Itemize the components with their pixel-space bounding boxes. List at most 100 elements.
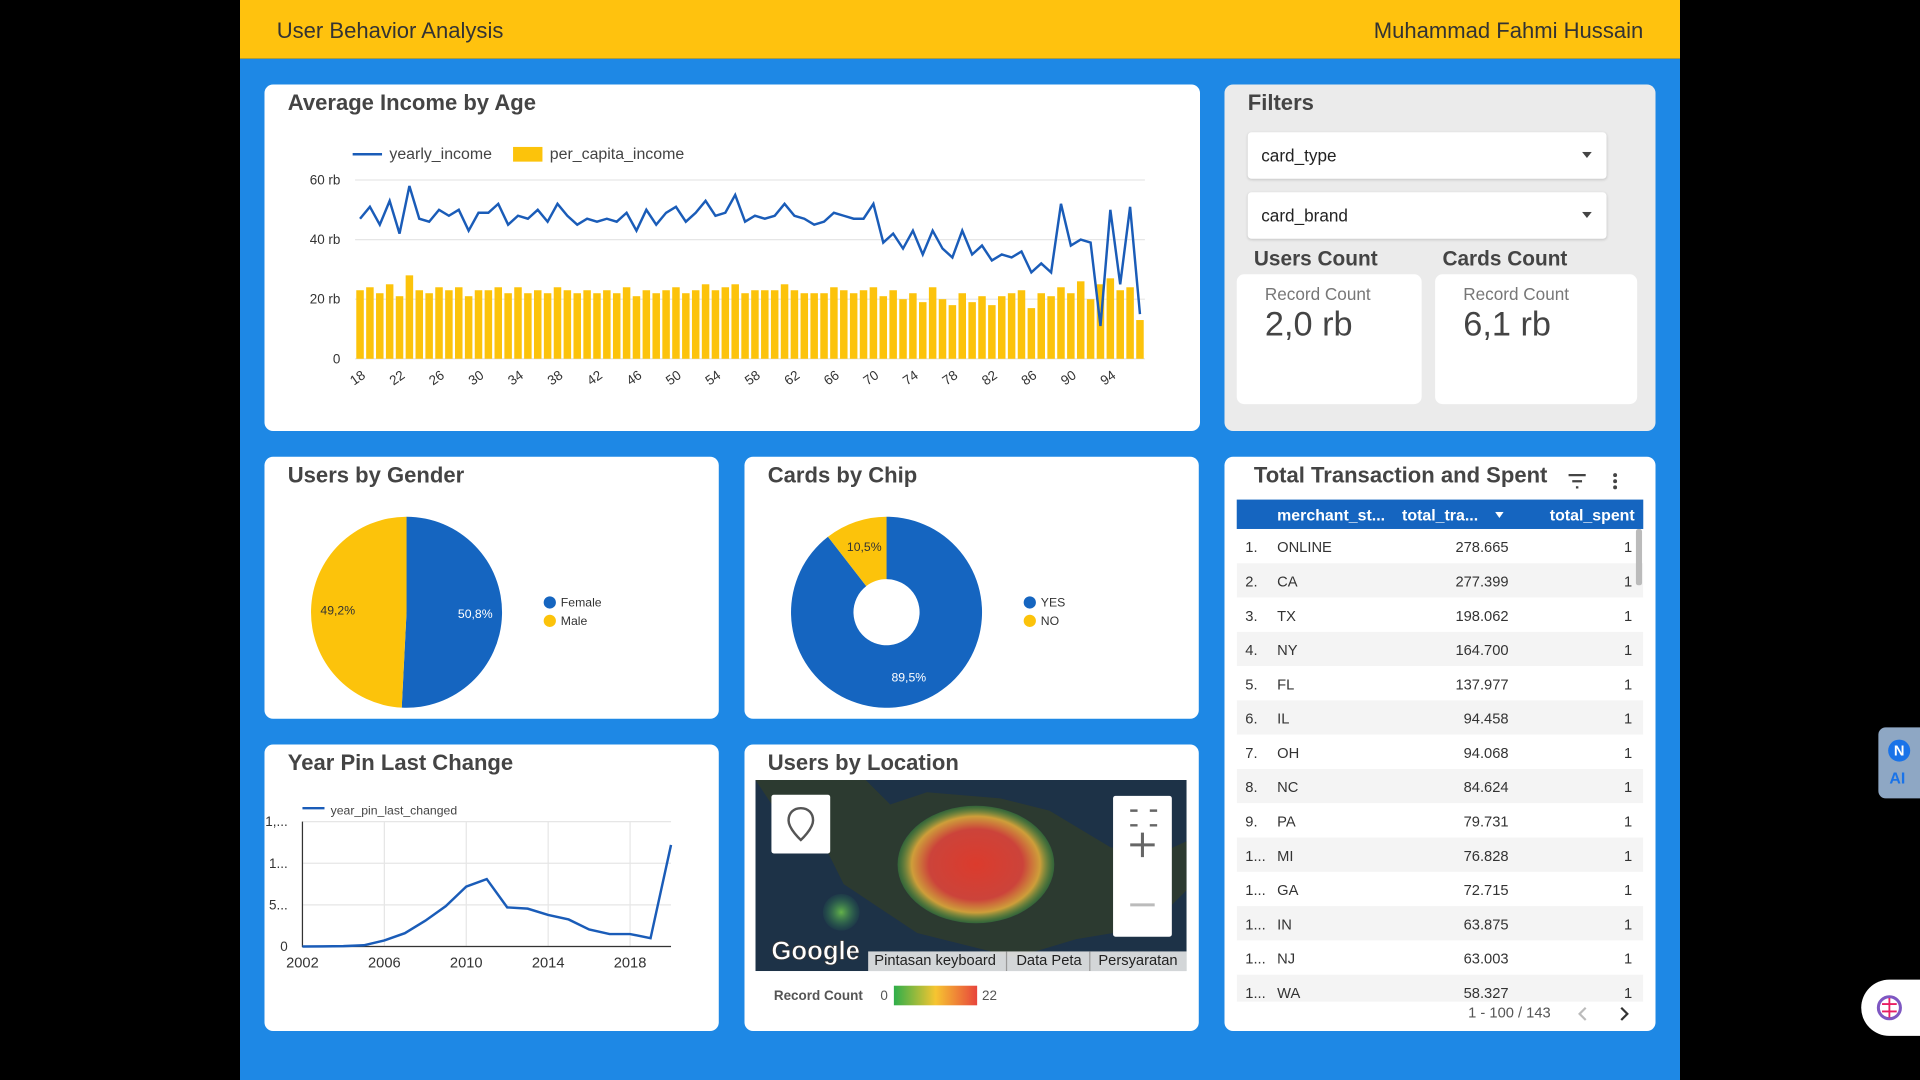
table-cell: 7. xyxy=(1245,744,1258,762)
locate-button[interactable] xyxy=(771,794,831,854)
table-cell: 198.062 xyxy=(1455,607,1509,625)
bar xyxy=(494,287,503,359)
table-cell: NY xyxy=(1277,641,1298,659)
table-cell: 3. xyxy=(1245,607,1258,625)
column-header[interactable]: total_spent xyxy=(1549,505,1635,525)
table-cell: 1 xyxy=(1624,710,1633,728)
table-cell: 1 xyxy=(1624,950,1633,968)
bar xyxy=(780,284,789,359)
bar xyxy=(849,293,858,359)
bar xyxy=(978,296,986,359)
legend-max: 22 xyxy=(982,988,997,1003)
x-tick-label: 2010 xyxy=(450,956,483,972)
bar xyxy=(800,293,809,359)
table-cell: 1 xyxy=(1624,744,1633,762)
map-link[interactable]: Pintasan keyboard xyxy=(874,953,996,969)
map-link[interactable]: Data Peta xyxy=(1016,953,1082,969)
gender-card: Users by Gender 50,8% Female 49,2% Male xyxy=(264,456,719,719)
scorecard-value: 6,1 rb xyxy=(1463,304,1551,343)
chart: 0 5... 1... 1,... 2002 2006 2010 2014 2018 year_p… xyxy=(265,804,673,972)
bar xyxy=(415,290,424,359)
table-row: 1... MI 76.828 1 xyxy=(1236,837,1644,872)
pager xyxy=(1578,1006,1629,1021)
y-tick-label: 1... xyxy=(269,856,288,871)
table-cell: NJ xyxy=(1277,950,1296,968)
table-cell: 1 xyxy=(1624,813,1633,831)
scorecard-title: Cards Count xyxy=(1442,247,1568,271)
bar xyxy=(563,290,572,359)
column-header[interactable]: merchant_st... xyxy=(1277,505,1386,525)
brain-icon xyxy=(1876,995,1902,1021)
table-row: 6. IL 94.458 1 xyxy=(1236,700,1644,735)
y-tick-label: 0 xyxy=(280,939,287,954)
bar xyxy=(662,290,670,359)
table-cell: 1 xyxy=(1624,675,1633,694)
slice xyxy=(401,516,503,708)
bar xyxy=(830,287,838,359)
prev-page[interactable] xyxy=(1578,1006,1587,1021)
dropdown[interactable]: card_type xyxy=(1247,132,1607,179)
bar xyxy=(1027,308,1036,359)
map-title: Users by Location xyxy=(767,750,959,776)
bar xyxy=(672,287,680,359)
assistant-tab[interactable]: N AI xyxy=(1878,727,1920,799)
bar xyxy=(691,290,700,359)
bar xyxy=(603,290,611,359)
table-cell: 94.068 xyxy=(1463,744,1509,762)
scorecard-label: Record Count xyxy=(1264,284,1371,304)
legend-label: NO xyxy=(1041,614,1059,628)
table-cell: 63.875 xyxy=(1463,915,1509,934)
chart-title: Cards by Chip xyxy=(767,462,918,488)
x-tick-label: 2002 xyxy=(286,956,319,972)
column-header[interactable]: total_tra... xyxy=(1402,505,1479,525)
table-cell: NC xyxy=(1277,778,1299,796)
bar xyxy=(514,287,522,359)
table-header: merchant_st... total_tra... total_spent xyxy=(1236,499,1644,529)
line xyxy=(359,185,1142,327)
legend-label: YES xyxy=(1041,595,1065,609)
x-tick-label: 86 xyxy=(1018,367,1039,388)
filter-icon[interactable] xyxy=(1568,474,1586,489)
bar xyxy=(988,305,996,359)
table-cell: 2. xyxy=(1245,573,1258,591)
table-cell: 1... xyxy=(1245,950,1266,968)
legend-swatch xyxy=(513,146,543,162)
map-link[interactable]: Persyaratan xyxy=(1098,953,1177,969)
next-page[interactable] xyxy=(1620,1006,1629,1021)
data-label: 50,8% xyxy=(458,607,493,621)
y-tick-label: 40 rb xyxy=(310,232,341,247)
bar xyxy=(1067,293,1075,359)
x-tick-label: 38 xyxy=(545,367,566,388)
author: Muhammad Fahmi Hussain xyxy=(1373,18,1644,43)
table-cell: 1 xyxy=(1624,538,1633,556)
bar xyxy=(909,293,917,359)
x-tick-label: 78 xyxy=(939,367,960,388)
scrollbar[interactable] xyxy=(1635,528,1643,586)
bar xyxy=(583,290,591,359)
table-cell: 1... xyxy=(1245,915,1266,934)
x-tick-label: 54 xyxy=(703,367,724,388)
more-icon[interactable] xyxy=(1613,473,1618,478)
x-tick-label: 90 xyxy=(1058,367,1079,388)
bar xyxy=(1136,320,1144,359)
table-cell: PA xyxy=(1277,813,1296,831)
assistant-button[interactable] xyxy=(1861,979,1920,1036)
bar xyxy=(484,290,493,359)
dropdown-arrow xyxy=(1582,211,1592,218)
table-cell: 1... xyxy=(1245,847,1266,865)
table-cell: 84.624 xyxy=(1463,778,1509,796)
table-row: 7. OH 94.068 1 xyxy=(1236,734,1644,769)
bar xyxy=(741,293,749,359)
bar xyxy=(840,290,848,359)
dropdown[interactable]: card_brand xyxy=(1247,192,1607,239)
zoom-control[interactable] xyxy=(1113,795,1172,937)
slice xyxy=(827,516,887,587)
bar xyxy=(593,293,601,359)
x-tick-label: 70 xyxy=(861,367,882,388)
legend-swatch xyxy=(543,614,556,627)
dropdown-label: card_brand xyxy=(1261,205,1348,226)
table-cell: 164.700 xyxy=(1455,641,1509,659)
x-tick-label: 2018 xyxy=(614,956,647,972)
bar xyxy=(366,287,374,359)
